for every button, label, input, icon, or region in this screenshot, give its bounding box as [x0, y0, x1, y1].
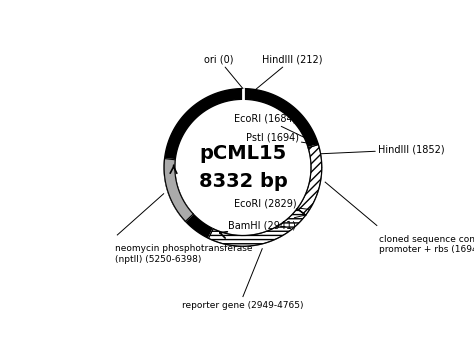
Text: HindIII (1852): HindIII (1852) [320, 144, 445, 155]
Polygon shape [164, 89, 322, 246]
Text: HindIII (212): HindIII (212) [255, 54, 322, 89]
Polygon shape [164, 159, 193, 221]
Polygon shape [297, 144, 322, 215]
Text: pCML15: pCML15 [199, 144, 287, 163]
Text: reporter gene (2949-4765): reporter gene (2949-4765) [182, 301, 304, 310]
Text: EcoRI (2829): EcoRI (2829) [234, 199, 310, 209]
Text: 8332 bp: 8332 bp [199, 172, 287, 191]
Text: neomycin phosphotransferase
(nptII) (5250-6398): neomycin phosphotransferase (nptII) (525… [115, 245, 253, 264]
Text: cloned sequence containing
promoter + rbs (1694-2941): cloned sequence containing promoter + rb… [379, 235, 474, 255]
Text: EcoRI (1684): EcoRI (1684) [234, 114, 318, 144]
Polygon shape [209, 209, 306, 246]
Text: BamHI (2941): BamHI (2941) [228, 215, 306, 230]
Text: PstI (1694): PstI (1694) [246, 133, 319, 144]
Text: ori (0): ori (0) [204, 54, 243, 89]
